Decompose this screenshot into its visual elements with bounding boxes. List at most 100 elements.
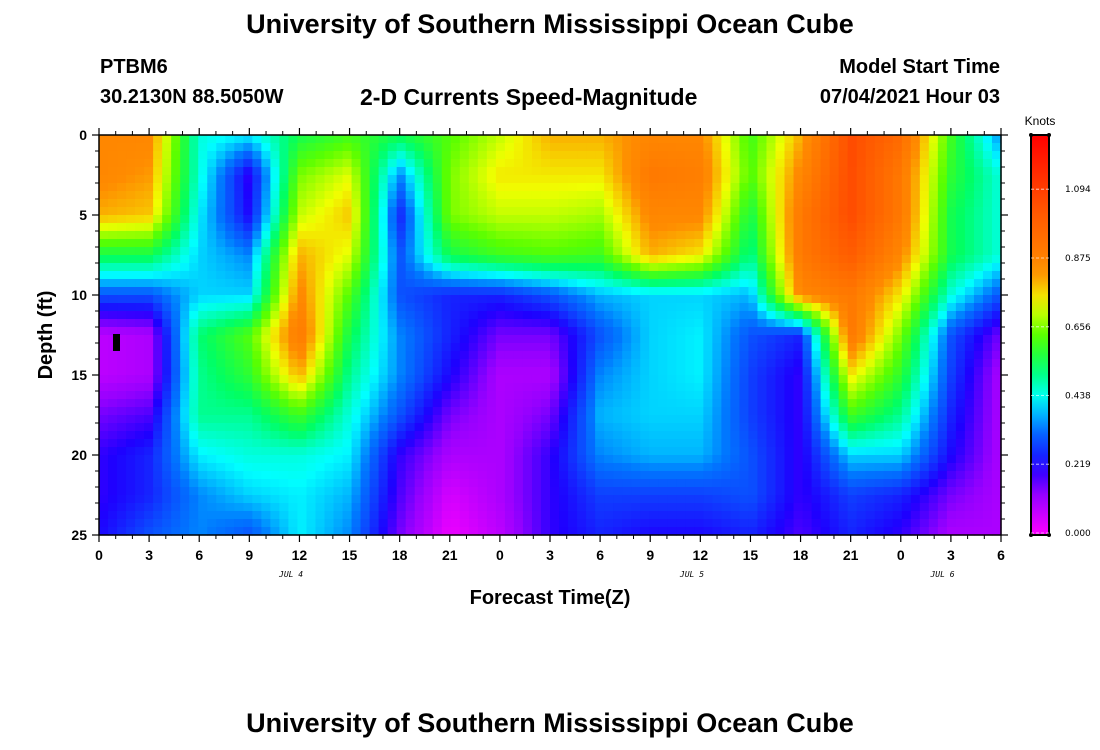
heat-cell (910, 263, 921, 272)
heat-cell (234, 183, 244, 192)
heat-cell (495, 151, 506, 160)
heat-cell (874, 447, 885, 456)
heat-cell (631, 343, 641, 352)
heat-cell (135, 215, 145, 224)
heat-cell (414, 359, 425, 368)
heat-cell (811, 135, 822, 144)
heat-cell (162, 151, 172, 160)
heat-cell (910, 343, 921, 352)
heat-cell (216, 511, 226, 520)
heat-cell (883, 215, 894, 224)
heat-cell (919, 439, 930, 448)
heat-cell (793, 511, 804, 520)
heat-cell (622, 135, 632, 144)
heat-cell (586, 271, 596, 280)
heat-cell (973, 135, 984, 144)
heat-cell (144, 279, 154, 288)
heat-cell (315, 319, 326, 328)
heat-cell (117, 311, 127, 320)
heat-cell (324, 287, 335, 296)
heat-cell (820, 191, 831, 200)
heat-cell (252, 183, 262, 192)
heat-cell (216, 519, 226, 528)
heat-cell (667, 479, 677, 488)
heat-cell (180, 407, 190, 416)
heat-cell (135, 519, 145, 528)
heat-cell (198, 375, 208, 384)
heat-cell (108, 319, 118, 328)
heat-cell (649, 335, 659, 344)
heat-cell (982, 351, 993, 360)
heat-cell (694, 135, 704, 144)
heat-cell (486, 335, 497, 344)
heat-cell (721, 223, 731, 232)
heat-cell (306, 471, 317, 480)
heat-cell (459, 471, 470, 480)
heat-cell (964, 135, 975, 144)
heat-cell (171, 407, 181, 416)
heat-cell (955, 351, 966, 360)
heat-cell (189, 407, 199, 416)
heat-cell (459, 271, 470, 280)
heat-cell (613, 215, 623, 224)
heat-cell (441, 479, 452, 488)
heat-cell (568, 167, 578, 176)
heat-cell (829, 375, 840, 384)
heat-cell (459, 327, 470, 336)
heat-cell (135, 319, 145, 328)
heat-cell (279, 487, 290, 496)
heat-cell (586, 471, 596, 480)
heat-cell (198, 503, 208, 512)
heat-cell (712, 223, 722, 232)
heat-cell (892, 391, 903, 400)
heat-cell (153, 367, 163, 376)
heat-cell (730, 271, 741, 280)
heat-cell (847, 463, 858, 472)
heat-cell (766, 327, 777, 336)
heat-cell (631, 511, 641, 520)
heat-cell (631, 439, 641, 448)
heat-cell (162, 311, 172, 320)
heat-cell (928, 359, 939, 368)
heat-cell (550, 167, 560, 176)
heat-cell (658, 215, 668, 224)
heat-cell (207, 143, 217, 152)
heat-cell (333, 343, 344, 352)
heat-cell (820, 231, 831, 240)
heat-cell (604, 135, 614, 144)
heat-cell (784, 135, 795, 144)
heat-cell (694, 335, 704, 344)
heat-cell (856, 335, 867, 344)
heat-cell (216, 175, 226, 184)
heat-cell (126, 423, 136, 432)
heat-cell (495, 383, 506, 392)
heat-cell (685, 367, 695, 376)
heat-cell (450, 343, 461, 352)
heat-cell (928, 263, 939, 272)
heat-cell (396, 207, 407, 216)
heat-cell (631, 335, 641, 344)
heat-cell (604, 143, 614, 152)
heat-cell (531, 223, 542, 232)
heat-cell (414, 519, 425, 528)
heat-cell (99, 527, 109, 536)
heat-cell (613, 223, 623, 232)
heat-cell (640, 271, 650, 280)
heat-cell (108, 343, 118, 352)
heat-cell (99, 311, 109, 320)
heat-cell (351, 231, 362, 240)
heat-cell (234, 439, 244, 448)
heat-cell (676, 151, 686, 160)
heat-cell (919, 199, 930, 208)
heat-cell (775, 495, 786, 504)
heat-cell (730, 527, 741, 536)
heat-cell (315, 239, 326, 248)
heat-cell (964, 367, 975, 376)
heat-cell (252, 455, 262, 464)
heat-cell (910, 415, 921, 424)
heat-cell (315, 295, 326, 304)
heat-cell (387, 367, 398, 376)
heat-cell (162, 167, 172, 176)
heat-cell (504, 263, 515, 272)
heat-cell (829, 311, 840, 320)
